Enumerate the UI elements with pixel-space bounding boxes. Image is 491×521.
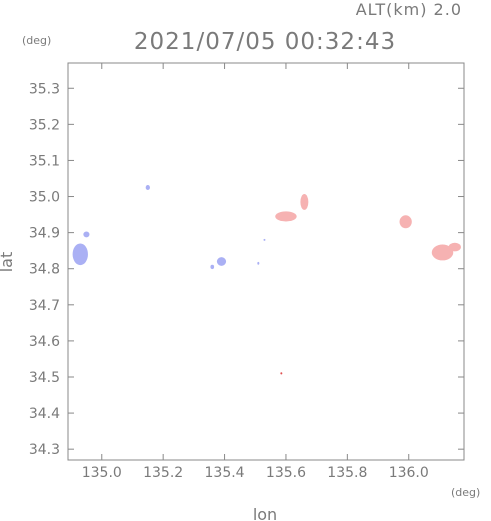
x-axis-label: lon: [253, 505, 277, 521]
x-tick-label: 135.8: [327, 465, 367, 481]
altitude-label: ALT(km) 2.0: [356, 0, 462, 19]
x-tick-label: 135.0: [82, 465, 122, 481]
y-tick-label: 34.3: [29, 442, 60, 458]
echo-cluster: [83, 231, 90, 238]
plot-frame: [67, 62, 465, 461]
x-tick-label: 136.0: [389, 465, 429, 481]
chart-title: 2021/07/05 00:32:43: [134, 29, 396, 55]
x-tick-label: 135.2: [143, 465, 183, 481]
x-unit-label: (deg): [451, 486, 480, 499]
y-tick-label: 35.1: [29, 153, 60, 169]
y-tick-label: 34.5: [29, 370, 60, 386]
y-tick-label: 34.7: [29, 298, 60, 314]
echo-cluster: [448, 242, 461, 252]
y-axis-ticks: 34.3 34.4 34.5 34.6 34.7 34.8 34.9 35.0 35.1 35.2…: [29, 81, 464, 458]
echo-cluster: [72, 243, 88, 266]
x-tick-label: 135.4: [205, 465, 245, 481]
echo-cluster: [431, 244, 454, 261]
echo-cluster: [399, 215, 412, 229]
x-tick-label: 135.6: [266, 465, 306, 481]
echo-cluster: [210, 264, 215, 270]
y-tick-label: 35.0: [29, 190, 60, 206]
echo-cluster: [300, 194, 309, 210]
y-tick-label: 34.6: [29, 334, 60, 350]
y-tick-label: 35.3: [29, 81, 60, 97]
y-tick-label: 35.2: [29, 117, 60, 133]
echo-clusters: [72, 184, 461, 375]
echo-cluster: [280, 372, 283, 375]
echo-cluster: [263, 238, 266, 241]
echo-cluster: [216, 257, 227, 266]
echo-cluster: [257, 261, 260, 265]
echo-cluster: [275, 211, 297, 222]
x-axis-ticks: 135.0 135.2 135.4 135.6 135.8 136.0: [82, 63, 429, 481]
y-axis-label: lat: [0, 252, 16, 273]
y-tick-label: 34.4: [29, 406, 60, 422]
y-tick-label: 34.9: [29, 226, 60, 242]
y-tick-label: 34.8: [29, 262, 60, 278]
y-unit-label: (deg): [22, 34, 51, 47]
echo-cluster: [145, 184, 150, 191]
